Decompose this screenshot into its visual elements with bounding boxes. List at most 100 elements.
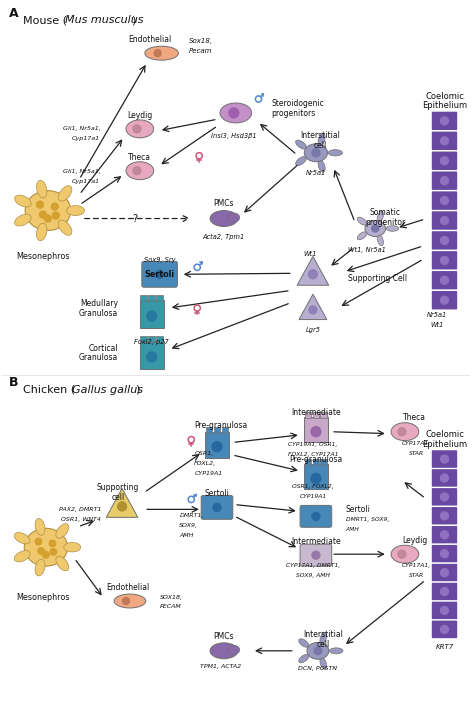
Circle shape (213, 503, 221, 511)
Ellipse shape (114, 594, 146, 608)
Text: Leydig: Leydig (127, 111, 153, 121)
Ellipse shape (36, 223, 47, 240)
Text: Insl3, Hsd3β1: Insl3, Hsd3β1 (211, 133, 256, 139)
Circle shape (440, 606, 448, 615)
Ellipse shape (228, 213, 240, 222)
FancyBboxPatch shape (431, 620, 458, 639)
Circle shape (311, 427, 321, 437)
Circle shape (312, 512, 320, 520)
Text: DMRT1,: DMRT1, (180, 513, 204, 518)
Text: Granulosa: Granulosa (79, 308, 118, 318)
Ellipse shape (220, 103, 252, 123)
Circle shape (398, 428, 406, 435)
Ellipse shape (25, 191, 71, 231)
Circle shape (147, 352, 157, 362)
Ellipse shape (391, 423, 419, 441)
Text: cell: cell (313, 142, 327, 150)
Text: Supporting: Supporting (97, 483, 139, 492)
Text: TPM1, ACTA2: TPM1, ACTA2 (201, 665, 242, 669)
Ellipse shape (304, 144, 328, 162)
Circle shape (229, 108, 239, 118)
Circle shape (147, 311, 157, 321)
Circle shape (372, 225, 379, 232)
Circle shape (440, 117, 448, 125)
Circle shape (312, 149, 320, 157)
FancyBboxPatch shape (305, 412, 311, 418)
Circle shape (45, 215, 51, 222)
Ellipse shape (210, 210, 238, 226)
FancyBboxPatch shape (431, 250, 458, 270)
Text: SOX9, AMH: SOX9, AMH (296, 573, 330, 578)
Text: Gli1, Nr5a1,: Gli1, Nr5a1, (63, 169, 100, 175)
Text: ): ) (131, 15, 136, 25)
FancyBboxPatch shape (431, 525, 458, 544)
Ellipse shape (14, 533, 30, 544)
FancyBboxPatch shape (300, 505, 332, 527)
Circle shape (440, 177, 448, 184)
Text: Epithelium: Epithelium (422, 102, 467, 111)
Circle shape (50, 549, 57, 555)
Text: AMH: AMH (180, 533, 194, 538)
Circle shape (51, 203, 58, 210)
Ellipse shape (14, 550, 30, 562)
FancyBboxPatch shape (431, 271, 458, 290)
Text: Wt1: Wt1 (430, 322, 443, 328)
Text: cell: cell (111, 493, 125, 502)
Circle shape (312, 551, 320, 559)
Text: Mesonephros: Mesonephros (16, 252, 70, 261)
FancyBboxPatch shape (431, 231, 458, 250)
FancyBboxPatch shape (221, 427, 228, 433)
Text: CYP19A1: CYP19A1 (299, 494, 327, 499)
FancyBboxPatch shape (300, 544, 332, 566)
Text: SOX9,: SOX9, (180, 523, 199, 528)
Ellipse shape (357, 217, 367, 225)
Ellipse shape (35, 559, 45, 576)
Text: OSR1,: OSR1, (194, 451, 213, 456)
Circle shape (440, 276, 448, 285)
Text: KRT7: KRT7 (435, 644, 454, 650)
Ellipse shape (58, 220, 72, 236)
Text: PMCs: PMCs (214, 199, 234, 208)
Text: Nr5a1: Nr5a1 (427, 312, 447, 318)
Circle shape (440, 587, 448, 596)
Circle shape (52, 212, 59, 219)
Ellipse shape (296, 156, 306, 165)
Circle shape (440, 474, 448, 482)
Text: Cyp17a1: Cyp17a1 (72, 179, 100, 184)
Circle shape (398, 550, 406, 558)
Text: Coelomic: Coelomic (425, 430, 464, 439)
Text: Mesonephros: Mesonephros (16, 592, 70, 601)
Circle shape (440, 550, 448, 558)
FancyBboxPatch shape (304, 417, 328, 442)
Text: Granulosa: Granulosa (79, 353, 118, 362)
Text: Supporting Cell: Supporting Cell (347, 274, 407, 283)
Text: Gli1, Nr5a1,: Gli1, Nr5a1, (63, 126, 100, 131)
Ellipse shape (15, 195, 31, 207)
Ellipse shape (126, 162, 154, 179)
Circle shape (212, 442, 222, 451)
FancyBboxPatch shape (431, 171, 458, 191)
Ellipse shape (35, 519, 45, 536)
Text: Interstitial: Interstitial (303, 630, 343, 639)
Text: FOXL2, CYP17A1: FOXL2, CYP17A1 (288, 452, 338, 457)
Text: PAX2, DMRT1: PAX2, DMRT1 (59, 507, 102, 512)
Ellipse shape (320, 632, 327, 644)
Text: AMH: AMH (346, 526, 359, 532)
FancyBboxPatch shape (431, 131, 458, 151)
Ellipse shape (318, 133, 325, 146)
Polygon shape (106, 489, 138, 517)
Text: Acta2, Tpm1: Acta2, Tpm1 (203, 233, 245, 240)
Text: Sox9, Sry: Sox9, Sry (144, 257, 175, 264)
Circle shape (123, 597, 129, 604)
Circle shape (440, 493, 448, 501)
Text: FOXL2,: FOXL2, (194, 461, 216, 466)
Text: ): ) (135, 385, 139, 395)
Text: PECAM: PECAM (160, 604, 182, 609)
Ellipse shape (307, 642, 329, 659)
Circle shape (36, 201, 44, 208)
Text: PMCs: PMCs (214, 632, 234, 641)
Text: A: A (9, 7, 19, 20)
Text: CYP17A1,: CYP17A1, (402, 441, 431, 446)
Circle shape (43, 552, 49, 558)
Ellipse shape (299, 654, 309, 663)
